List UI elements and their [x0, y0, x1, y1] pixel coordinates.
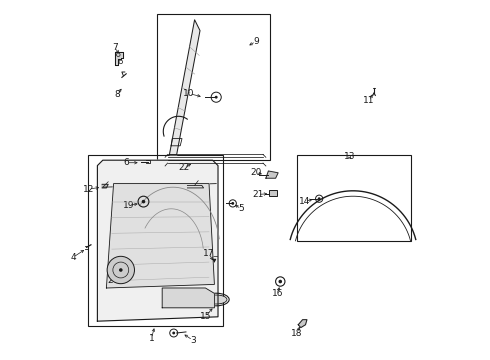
Text: 2: 2 — [107, 276, 113, 285]
Polygon shape — [162, 288, 215, 308]
Text: 22: 22 — [178, 163, 190, 172]
Polygon shape — [98, 160, 218, 321]
Text: 13: 13 — [343, 152, 355, 161]
Text: 18: 18 — [292, 328, 303, 338]
Ellipse shape — [205, 295, 227, 304]
Circle shape — [142, 200, 145, 203]
Bar — [88, 155, 223, 326]
Circle shape — [231, 202, 234, 205]
Text: 12: 12 — [83, 184, 94, 194]
Text: 3: 3 — [190, 336, 196, 345]
Circle shape — [107, 256, 134, 284]
Text: 14: 14 — [299, 197, 310, 206]
Polygon shape — [102, 184, 108, 188]
Circle shape — [172, 332, 175, 334]
Text: 20: 20 — [250, 168, 262, 177]
Text: 10: 10 — [183, 89, 195, 98]
Text: 4: 4 — [70, 253, 76, 262]
Text: 6: 6 — [123, 158, 129, 167]
Circle shape — [318, 197, 320, 200]
Polygon shape — [106, 184, 215, 288]
Text: 1: 1 — [148, 334, 154, 343]
Bar — [157, 14, 270, 160]
Circle shape — [278, 280, 282, 283]
Text: 19: 19 — [123, 201, 135, 210]
Text: 7: 7 — [112, 43, 118, 52]
Text: 5: 5 — [239, 204, 245, 213]
Text: 15: 15 — [199, 312, 211, 321]
Bar — [297, 155, 411, 241]
Text: 21: 21 — [252, 190, 263, 199]
Polygon shape — [266, 171, 278, 178]
Text: 8: 8 — [114, 90, 120, 99]
Bar — [270, 190, 277, 196]
Polygon shape — [170, 20, 200, 155]
Text: 16: 16 — [271, 289, 283, 298]
Polygon shape — [298, 320, 307, 328]
Text: 17: 17 — [203, 249, 215, 258]
Polygon shape — [116, 52, 123, 65]
Text: 11: 11 — [364, 96, 375, 105]
Circle shape — [215, 96, 218, 99]
Text: 9: 9 — [253, 37, 259, 46]
Circle shape — [119, 268, 122, 272]
